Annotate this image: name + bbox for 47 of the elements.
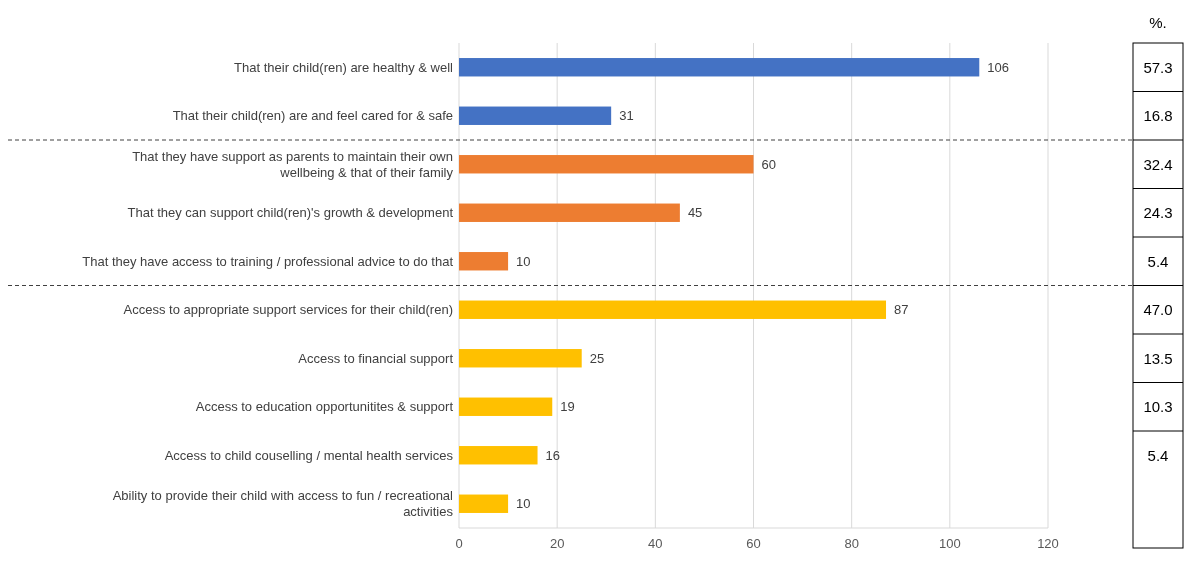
bar [459, 446, 538, 465]
bar [459, 155, 754, 174]
data-label: 16 [545, 447, 560, 463]
bar [459, 106, 612, 125]
text: 57.3 [1143, 58, 1173, 76]
y-tick-label: That they have support as parents to maintain their own wellbeing & that of their family [132, 148, 454, 180]
y-tick-label: Access to child couselling / mental health services [164, 447, 454, 463]
data-label: 31 [619, 108, 634, 124]
data-label: 25 [589, 350, 605, 366]
data-label: 10 [516, 253, 531, 269]
data-label: 45 [687, 205, 703, 221]
y-tick-label: Access to financial support [298, 350, 454, 366]
data-label: 60 [761, 156, 776, 172]
text: %. [1149, 14, 1167, 31]
y-tick-label: Ability to provide their child with access to fun / recreational activities [112, 488, 454, 520]
y-tick-label: That they have access to training / professional advice to do that [82, 253, 454, 269]
y-tick-label: Access to appropriate support services for their child(ren) [123, 302, 453, 318]
text: 5.4 [1147, 446, 1169, 464]
data-label: 10 [516, 496, 531, 512]
y-tick-label: That their child(ren) are healthy & well [234, 59, 454, 75]
text: 32.4 [1143, 155, 1173, 173]
x-tick-label: 100 [938, 536, 961, 551]
y-tick-label: That their child(ren) are and feel cared for & safe [172, 108, 453, 124]
bar [459, 349, 582, 368]
text: 47.0 [1143, 301, 1173, 318]
bar [459, 300, 887, 319]
bar [459, 58, 980, 77]
x-tick-label: 0 [455, 536, 463, 551]
x-tick-label: 40 [648, 536, 663, 551]
text: 24.3 [1143, 204, 1173, 221]
data-label: 106 [987, 59, 1009, 75]
x-tick-label: 120 [1037, 536, 1059, 551]
x-tick-label: 60 [746, 536, 761, 551]
text: 10.3 [1143, 398, 1173, 415]
y-tick-label: Access to education opportunitites & support [195, 399, 454, 415]
x-tick-label: 80 [844, 536, 859, 551]
data-label: 87 [894, 302, 909, 318]
x-tick-label: 20 [549, 536, 565, 551]
bar [459, 203, 680, 222]
text: 13.5 [1143, 349, 1173, 367]
data-label: 19 [560, 399, 575, 415]
bar [459, 494, 509, 513]
text: 16.8 [1143, 107, 1173, 124]
text: 5.4 [1147, 252, 1169, 270]
y-tick-label: That they can support child(ren)'s growth & development [127, 205, 454, 221]
bar [459, 397, 553, 416]
bar [459, 252, 509, 271]
